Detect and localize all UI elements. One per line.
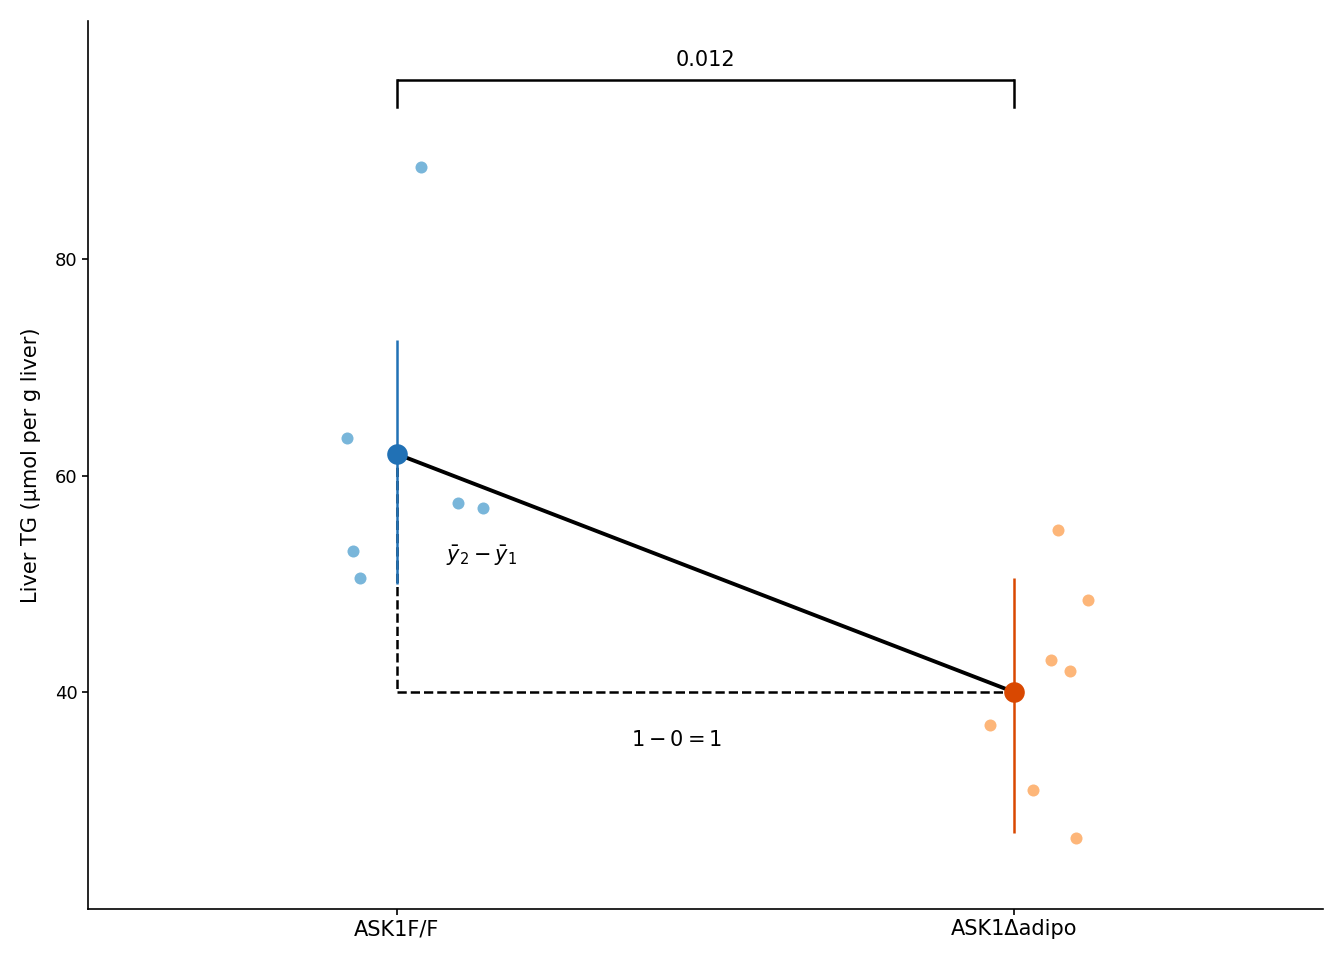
- Point: [1047, 522, 1068, 538]
- Point: [448, 495, 469, 511]
- Point: [349, 571, 371, 587]
- Point: [1078, 592, 1099, 608]
- Point: [978, 717, 1000, 732]
- Point: [1066, 830, 1087, 846]
- Point: [386, 446, 407, 462]
- Y-axis label: Liver TG (μmol per g liver): Liver TG (μmol per g liver): [22, 327, 40, 603]
- Point: [1004, 684, 1025, 700]
- Text: $1 - 0 = 1$: $1 - 0 = 1$: [632, 731, 723, 750]
- Text: 0.012: 0.012: [676, 50, 735, 69]
- Point: [473, 500, 495, 516]
- Point: [1023, 782, 1044, 798]
- Point: [343, 543, 364, 559]
- Point: [411, 159, 433, 175]
- Point: [1059, 662, 1081, 678]
- Text: $\bar{y}_2-\bar{y}_1$: $\bar{y}_2-\bar{y}_1$: [446, 543, 517, 567]
- Point: [336, 430, 358, 445]
- Point: [1040, 652, 1062, 667]
